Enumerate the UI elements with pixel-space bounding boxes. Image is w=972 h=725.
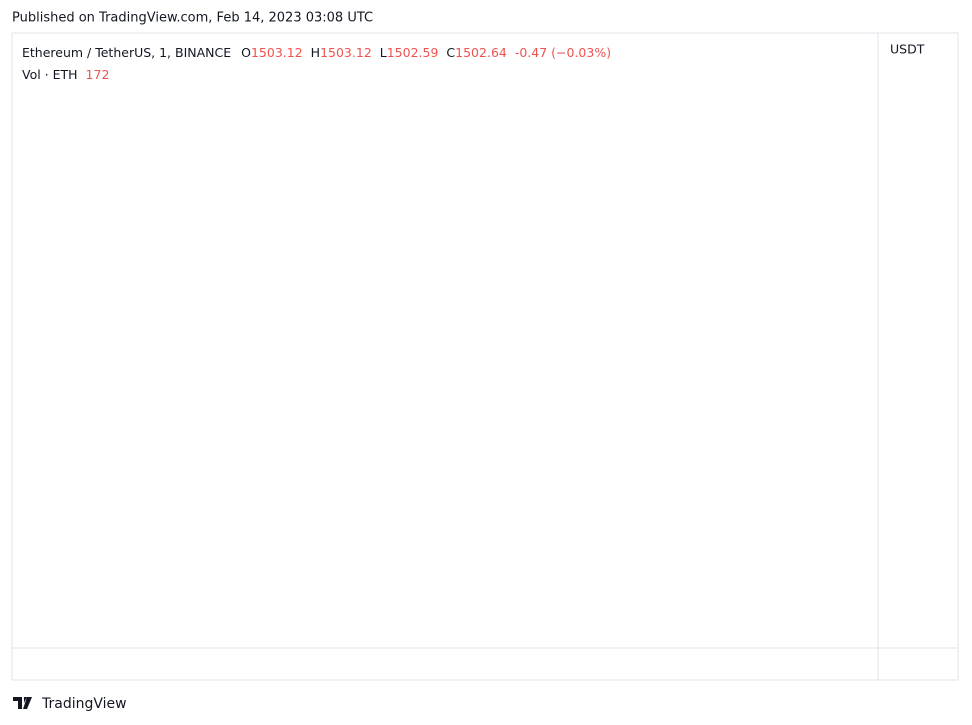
ohlc-value: 1503.12 <box>320 45 372 60</box>
ohlc-key: H <box>311 45 320 60</box>
brand-logo <box>13 697 32 709</box>
volume-legend: Vol · ETH 172 <box>22 67 109 82</box>
ohlc-value: 1502.64 <box>455 45 507 60</box>
published-note: Published on TradingView.com, Feb 14, 20… <box>12 11 373 26</box>
legend-line: Ethereum / TetherUS, 1, BINANCE O1503.12… <box>22 45 611 60</box>
currency-backdrop <box>880 34 957 70</box>
currency-label: USDT <box>890 42 925 57</box>
ohlc-key: L <box>380 45 387 60</box>
chart-frame <box>11 32 959 681</box>
ohlc-value: 1502.59 <box>387 45 439 60</box>
symbol: Ethereum / TetherUS, 1, BINANCE <box>22 45 231 60</box>
ohlc-key: O <box>241 45 251 60</box>
brand-name: TradingView <box>41 696 127 712</box>
volume-legend-label: Vol · ETH <box>22 67 78 82</box>
volume-legend-value: 172 <box>86 67 110 82</box>
ohlc-key: C <box>446 45 455 60</box>
ohlc-value: 1503.12 <box>251 45 303 60</box>
ohlc-change: -0.47 (−0.03%) <box>515 45 611 60</box>
